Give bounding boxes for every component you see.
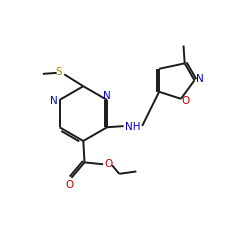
Text: O: O bbox=[104, 159, 112, 168]
Text: S: S bbox=[56, 67, 62, 77]
Text: NH: NH bbox=[125, 121, 141, 131]
Text: O: O bbox=[182, 96, 190, 106]
Text: O: O bbox=[65, 179, 73, 189]
Text: N: N bbox=[196, 74, 203, 84]
Text: N: N bbox=[103, 91, 111, 101]
Text: N: N bbox=[50, 96, 58, 106]
